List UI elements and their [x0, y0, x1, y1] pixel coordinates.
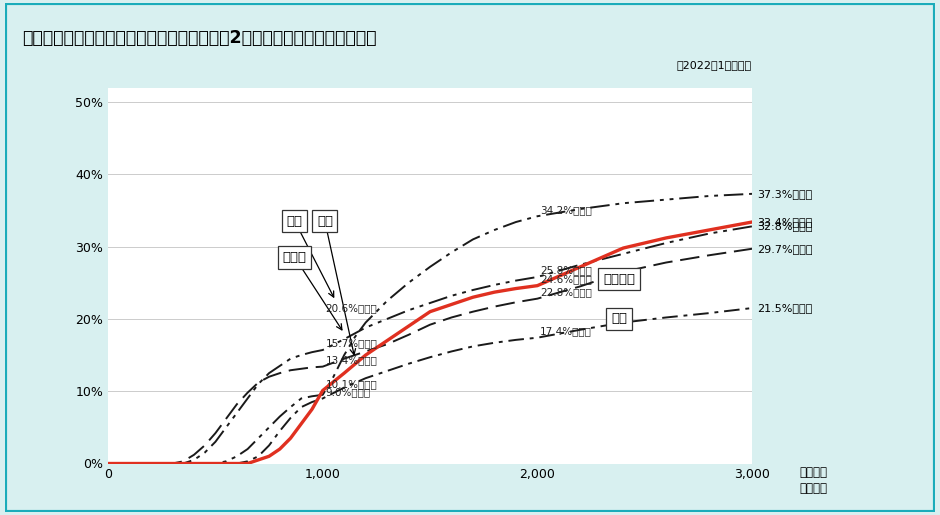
Text: 22.8%（仏）: 22.8%（仏）	[540, 287, 592, 297]
Text: 34.2%（英）: 34.2%（英）	[540, 205, 592, 215]
Text: （2022年1月現在）: （2022年1月現在）	[677, 60, 752, 70]
Text: 21.5%（米）: 21.5%（米）	[757, 303, 812, 313]
Text: 10.1%（日）: 10.1%（日）	[325, 379, 377, 389]
Text: 日本: 日本	[317, 215, 333, 228]
Text: ドイツ: ドイツ	[283, 251, 306, 264]
Text: 9.0%（米）: 9.0%（米）	[325, 387, 370, 397]
Text: 20.6%（英）: 20.6%（英）	[325, 303, 377, 313]
Text: フランス: フランス	[603, 272, 634, 286]
Text: 給与収入
（万円）: 給与収入 （万円）	[799, 466, 827, 495]
Text: 37.3%（英）: 37.3%（英）	[757, 189, 812, 199]
Text: 英国: 英国	[287, 215, 303, 228]
Text: 17.4%（米）: 17.4%（米）	[540, 326, 592, 336]
Text: 24.6%（日）: 24.6%（日）	[540, 274, 592, 284]
Text: 米国: 米国	[611, 313, 627, 325]
Text: 25.8%（独）: 25.8%（独）	[540, 265, 592, 276]
Text: 15.7%（独）: 15.7%（独）	[325, 338, 378, 349]
Text: 32.8%（独）: 32.8%（独）	[757, 221, 812, 231]
Text: 個人所得課税の実効税率の国際比較（夫婦子2人（片働き）の給与所得者）: 個人所得課税の実効税率の国際比較（夫婦子2人（片働き）の給与所得者）	[22, 29, 377, 47]
Text: 13.4%（仏）: 13.4%（仏）	[325, 355, 378, 365]
Text: 29.7%（仏）: 29.7%（仏）	[757, 244, 812, 254]
Text: 33.4%（日）: 33.4%（日）	[757, 217, 812, 227]
